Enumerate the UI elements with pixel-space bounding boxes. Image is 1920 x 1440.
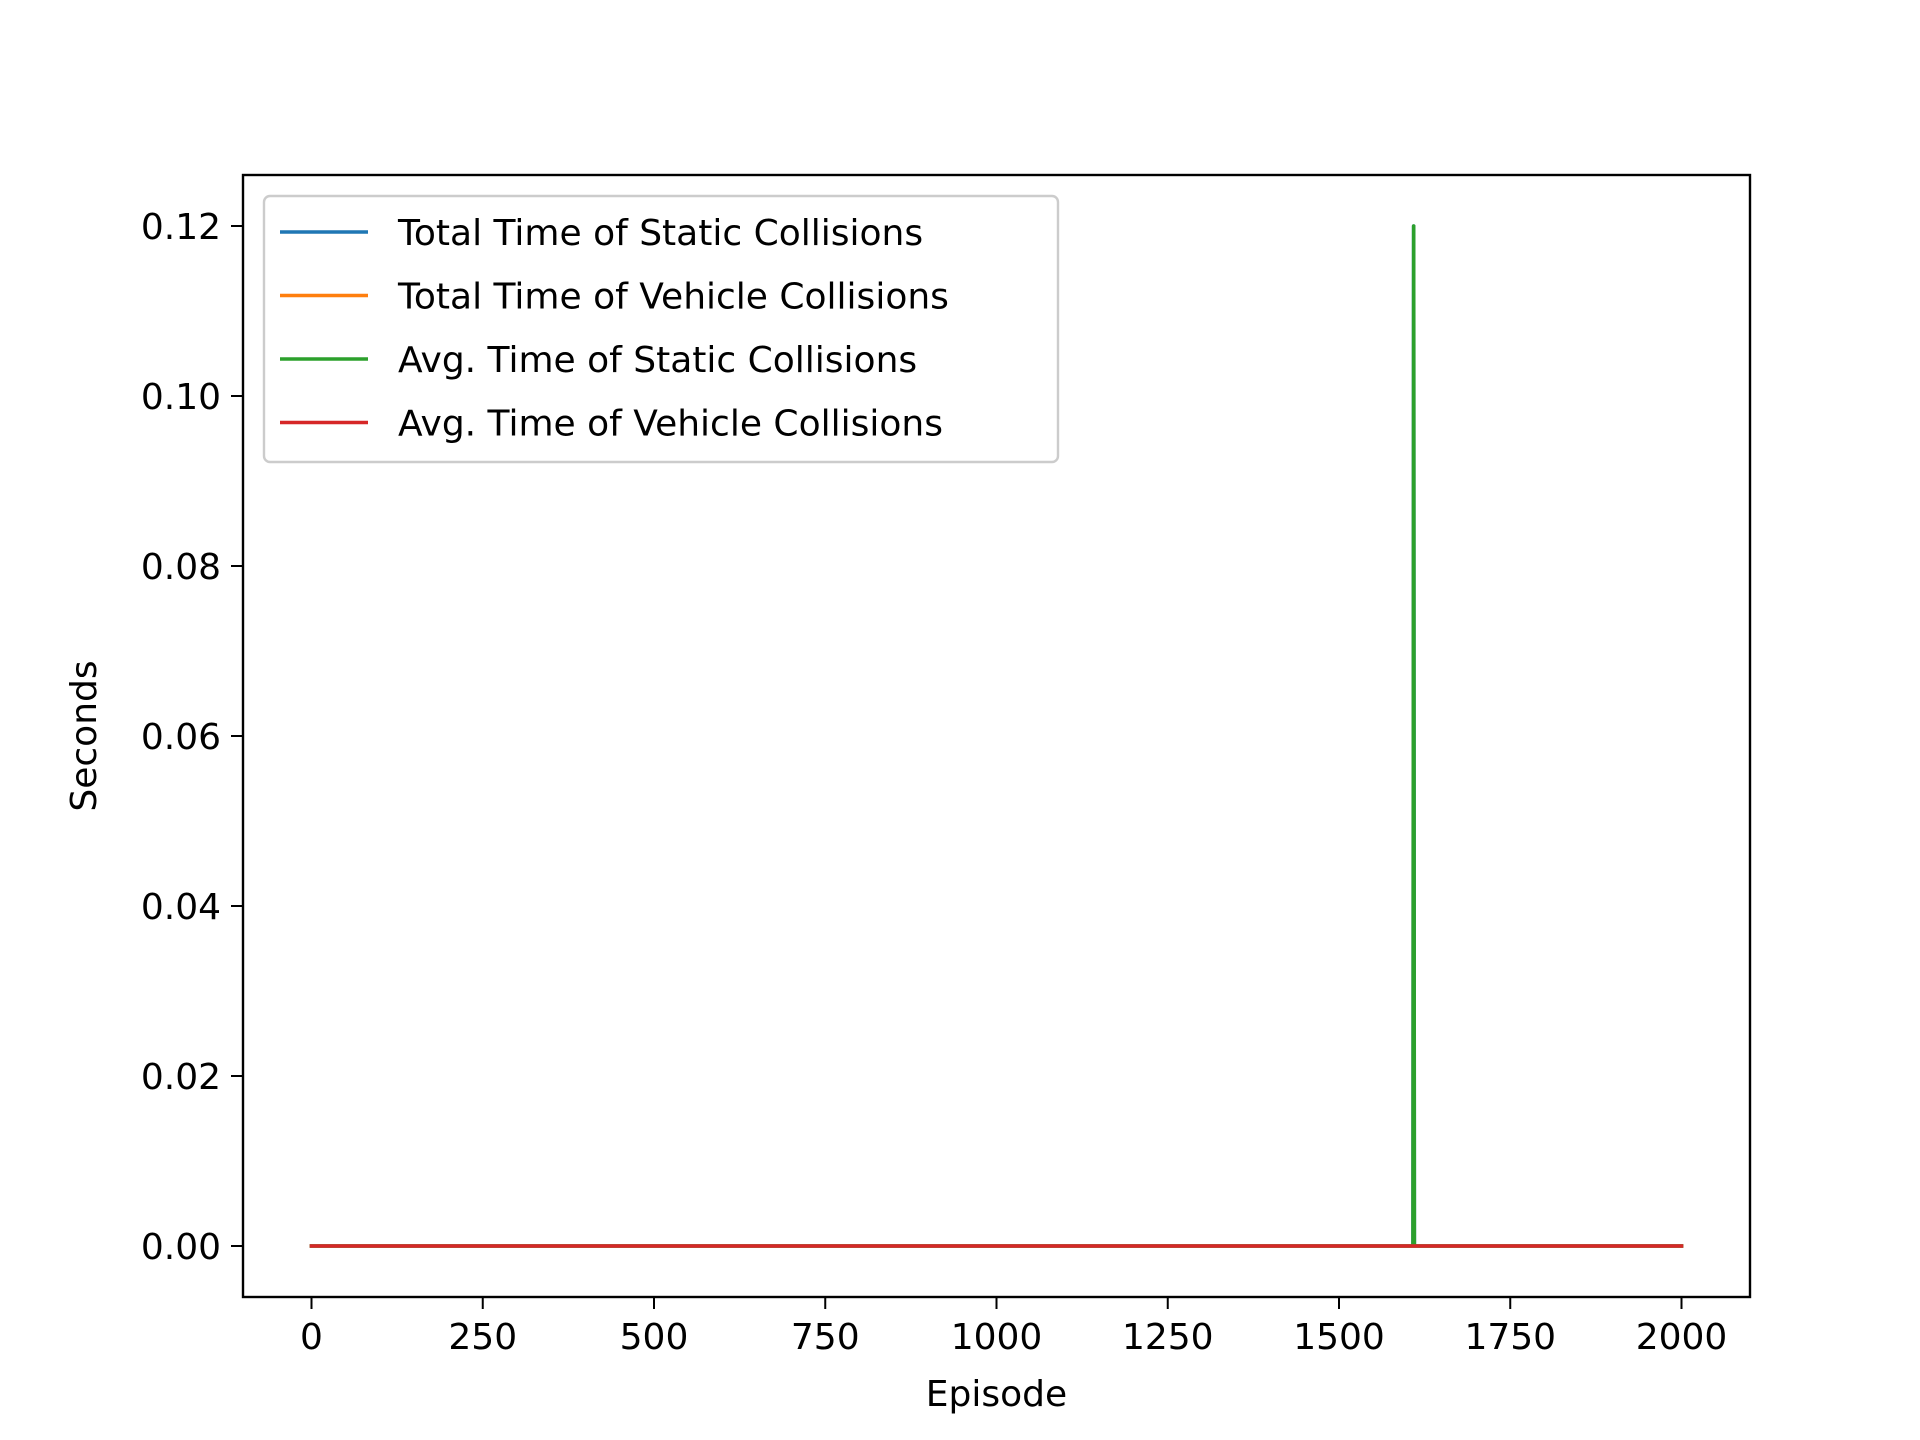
y-tick-label: 0.00 (141, 1227, 221, 1268)
legend-label-4: Avg. Time of Vehicle Collisions (398, 404, 943, 445)
y-tick-label: 0.02 (141, 1057, 221, 1098)
x-axis: 0 250 500 750 1000 1250 1500 1750 2000 (300, 1297, 1727, 1358)
x-tick-label: 1750 (1464, 1317, 1556, 1358)
x-tick-label: 1000 (951, 1317, 1043, 1358)
x-tick-label: 2000 (1636, 1317, 1728, 1358)
x-tick-label: 1250 (1122, 1317, 1214, 1358)
y-tick-label: 0.08 (141, 547, 221, 588)
x-axis-label: Episode (926, 1374, 1067, 1415)
legend-label-2: Total Time of Vehicle Collisions (397, 277, 949, 318)
x-tick-label: 750 (791, 1317, 860, 1358)
x-tick-label: 0 (300, 1317, 323, 1358)
x-tick-label: 500 (620, 1317, 689, 1358)
legend-label-3: Avg. Time of Static Collisions (398, 340, 917, 381)
legend-box (262, 194, 1060, 464)
x-tick-label: 1500 (1293, 1317, 1385, 1358)
y-tick-label: 0.12 (141, 207, 221, 248)
y-axis-label: Seconds (64, 660, 105, 811)
y-tick-label: 0.10 (141, 377, 221, 418)
legend: Total Time of Static Collisions Total Tim… (262, 194, 1060, 464)
y-tick-label: 0.06 (141, 717, 221, 758)
series-layer (309, 224, 1684, 1248)
x-tick-label: 250 (448, 1317, 517, 1358)
legend-label-1: Total Time of Static Collisions (397, 213, 923, 254)
y-axis: 0.00 0.02 0.04 0.06 0.08 0.10 0.12 (141, 207, 243, 1268)
y-tick-label: 0.04 (141, 887, 221, 928)
